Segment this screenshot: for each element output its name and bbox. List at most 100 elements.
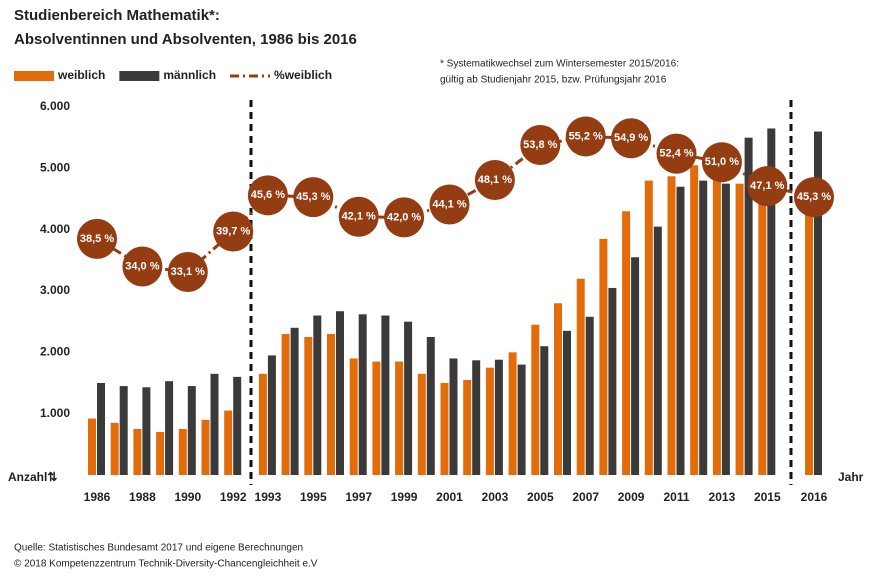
bar — [372, 361, 381, 475]
x-tick-label: 2016 — [801, 490, 828, 504]
point — [747, 166, 788, 207]
bar — [758, 192, 767, 475]
bar — [233, 376, 242, 475]
bar — [404, 321, 413, 475]
bar — [336, 311, 344, 475]
bar — [585, 316, 594, 475]
x-tick-label: 2007 — [572, 490, 599, 504]
point — [520, 125, 561, 166]
point — [384, 197, 425, 238]
bar — [313, 315, 322, 475]
bar — [517, 364, 526, 475]
bar — [599, 238, 608, 475]
bar — [676, 186, 685, 475]
bar — [531, 324, 540, 475]
bar — [721, 183, 730, 475]
bar — [187, 386, 196, 475]
point — [167, 251, 208, 292]
bar — [178, 429, 187, 475]
point — [611, 118, 652, 159]
y-tick-label: 6.000 — [40, 99, 70, 113]
bar — [576, 278, 585, 475]
point — [213, 211, 254, 252]
bar — [417, 373, 426, 475]
bar — [258, 373, 267, 475]
legend-label: männlich — [163, 68, 216, 82]
x-tick-label: 2001 — [436, 490, 463, 504]
bar — [395, 361, 404, 475]
bar — [472, 360, 481, 475]
point — [474, 159, 515, 200]
legend-label: %weiblich — [274, 68, 332, 82]
bar — [165, 381, 174, 475]
bar — [358, 314, 367, 475]
bar — [110, 422, 119, 475]
bar — [119, 386, 128, 475]
bar — [290, 327, 299, 475]
data-label: 45,6 % — [251, 189, 285, 201]
bar — [712, 174, 721, 475]
bar — [814, 131, 822, 476]
point — [656, 133, 697, 174]
bar — [449, 358, 458, 475]
data-label: 42,1 % — [342, 211, 376, 223]
bar — [690, 165, 699, 475]
data-label: 52,4 % — [659, 148, 693, 160]
bar — [554, 303, 562, 475]
bar — [563, 330, 571, 475]
x-tick-label: 1988 — [129, 490, 156, 504]
bar — [201, 419, 210, 475]
data-label: 38,5 % — [80, 233, 114, 245]
bar — [644, 180, 653, 475]
x-tick-label: 1992 — [220, 490, 247, 504]
bar — [485, 367, 494, 475]
data-label: 39,7 % — [216, 225, 250, 237]
y-tick-label: 4.000 — [40, 222, 70, 236]
bar — [426, 337, 435, 475]
bar — [540, 346, 549, 475]
x-tick-label: 1999 — [391, 490, 418, 504]
bar — [667, 176, 676, 475]
bar — [508, 352, 517, 475]
bar — [699, 180, 708, 475]
bar — [304, 337, 313, 475]
bar — [224, 410, 233, 475]
bar — [608, 287, 617, 475]
data-label: 55,2 % — [569, 130, 603, 142]
y-tick-label: 5.000 — [40, 161, 70, 175]
point — [122, 246, 163, 287]
point — [247, 175, 288, 216]
data-label: 34,0 % — [125, 260, 159, 272]
bar — [622, 211, 631, 475]
y-tick-label: 3.000 — [40, 283, 70, 297]
bar — [327, 333, 335, 475]
data-label: 45,3 % — [797, 191, 831, 203]
bar — [494, 359, 503, 475]
x-tick-label: 1990 — [174, 490, 201, 504]
source: Quelle: Statistisches Bundesamt 2017 und… — [14, 543, 303, 554]
bar — [349, 358, 358, 475]
point — [429, 184, 470, 225]
bar — [440, 383, 449, 475]
point — [701, 142, 742, 183]
x-tick-label: 1995 — [300, 490, 327, 504]
bar — [381, 315, 390, 475]
bar — [88, 418, 96, 475]
data-label: 42,0 % — [387, 211, 421, 223]
x-tick-label: 1986 — [84, 490, 111, 504]
data-label: 47,1 % — [750, 180, 784, 192]
x-tick-label: 2013 — [709, 490, 736, 504]
chart-subtitle: Absolventinnen und Absolventen, 1986 bis… — [14, 31, 357, 48]
annotation: * Systematikwechsel zum Wintersemester 2… — [440, 59, 679, 70]
point — [293, 177, 334, 218]
x-tick-label: 2005 — [527, 490, 554, 504]
x-tick-label: 2015 — [754, 490, 781, 504]
annotation: gültig ab Studienjahr 2015, bzw. Prüfung… — [440, 75, 667, 86]
bar — [767, 128, 776, 475]
line — [96, 134, 815, 274]
legend-swatch — [14, 71, 54, 81]
data-label: 44,1 % — [432, 198, 466, 210]
point — [565, 116, 606, 157]
bar — [97, 383, 105, 475]
